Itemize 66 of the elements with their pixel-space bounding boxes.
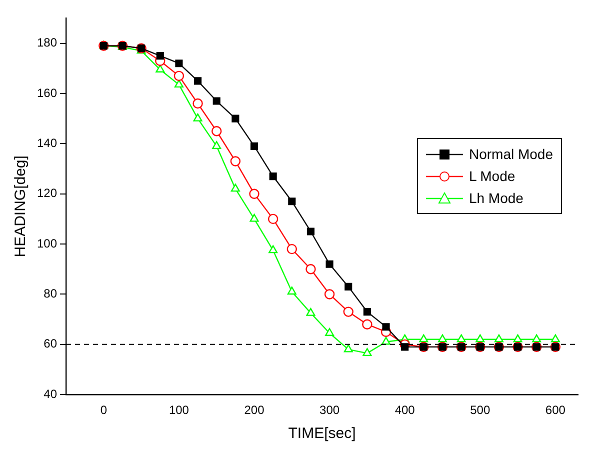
- point: [287, 286, 296, 295]
- point: [230, 156, 241, 166]
- point: [212, 97, 220, 105]
- x-tick-label: 0: [100, 403, 108, 418]
- x-tick-label: 500: [470, 403, 490, 418]
- point: [306, 308, 316, 316]
- x-axis-title: TIME[sec]: [288, 425, 356, 442]
- legend-label: Normal Mode: [468, 145, 553, 164]
- point: [174, 80, 184, 88]
- y-tick-label: 140: [36, 136, 58, 150]
- point: [268, 245, 278, 254]
- point: [343, 306, 354, 317]
- point: [232, 114, 240, 122]
- point: [382, 323, 390, 331]
- point: [419, 334, 428, 342]
- point: [324, 289, 335, 300]
- point: [212, 126, 222, 136]
- point: [250, 214, 259, 222]
- point: [532, 334, 542, 342]
- point: [192, 98, 203, 109]
- point: [230, 184, 240, 192]
- point: [193, 113, 202, 122]
- point: [212, 141, 222, 150]
- point: [175, 60, 183, 68]
- point: [362, 319, 372, 330]
- x-tick-label: 300: [320, 403, 340, 418]
- x-tick-label: 100: [168, 403, 190, 418]
- x-tick-label: 600: [545, 403, 566, 418]
- y-tick-label: 100: [36, 236, 58, 250]
- point: [382, 336, 391, 345]
- point: [362, 348, 372, 356]
- point: [194, 77, 202, 85]
- point: [269, 172, 277, 180]
- point: [513, 334, 522, 342]
- point: [344, 344, 353, 352]
- y-tick-label: 40: [44, 386, 58, 401]
- y-tick-label: 180: [36, 36, 58, 50]
- x-tick-label: 200: [244, 403, 265, 418]
- point: [401, 343, 409, 351]
- point: [476, 334, 485, 342]
- point: [249, 188, 260, 199]
- legend-label: Lh Mode: [468, 189, 524, 208]
- legend-label: L Mode: [468, 167, 516, 186]
- point: [456, 334, 466, 342]
- point: [174, 70, 184, 82]
- point: [156, 52, 164, 60]
- point: [550, 334, 560, 342]
- point: [286, 244, 297, 254]
- y-tick-label: 160: [36, 86, 58, 100]
- point: [325, 328, 334, 336]
- y-tick-label: 60: [44, 336, 58, 351]
- point: [363, 308, 371, 316]
- y-tick-label: 80: [44, 286, 58, 301]
- point: [306, 264, 316, 274]
- point: [306, 228, 314, 236]
- y-axis-title: HEADING[deg]: [12, 156, 30, 258]
- y-tick-label: 120: [36, 186, 58, 200]
- point: [156, 64, 165, 72]
- point: [438, 334, 447, 342]
- point: [288, 198, 296, 206]
- point: [494, 334, 504, 342]
- x-tick-label: 400: [394, 403, 416, 418]
- point: [250, 142, 258, 150]
- point: [268, 214, 278, 224]
- point: [344, 282, 352, 290]
- point: [326, 260, 334, 268]
